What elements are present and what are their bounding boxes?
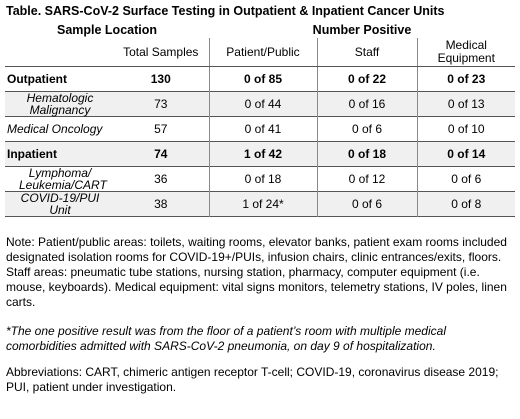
total-samples-header: Total Samples	[113, 38, 209, 67]
note-paragraph: Note: Patient/public areas: toilets, wai…	[6, 235, 507, 309]
medical-equipment-cell: 0 of 6	[416, 166, 515, 192]
patient-public-cell: 0 of 85	[208, 66, 317, 92]
column-header-row: Total Samples Patient/Public Staff Medic…	[5, 38, 515, 67]
number-positive-header: Number Positive	[312, 23, 412, 37]
table-title: Table. SARS-CoV-2 Surface Testing in Out…	[6, 4, 445, 18]
total-samples-cell: 130	[150, 72, 171, 86]
medical-equipment-cell: 0 of 14	[416, 141, 515, 167]
medical-equipment-cell: 0 of 10	[416, 116, 515, 142]
staff-cell: 0 of 16	[316, 91, 417, 117]
total-samples-cell: 74	[113, 141, 209, 167]
patient-public-cell: 1 of 24*	[208, 191, 317, 217]
group-header-row: Sample Location Number Positive	[5, 22, 515, 38]
row-label: Medical Oncology	[7, 122, 103, 136]
staff-cell: 0 of 6	[316, 116, 417, 142]
total-samples-cell: 36	[154, 172, 168, 186]
total-samples-cell: 38	[113, 191, 209, 217]
medical-equipment-header: Medical Equipment	[416, 38, 515, 67]
medical-equipment-cell: 0 of 8	[416, 191, 515, 217]
row-label-text: COVID-19/PUI Unit	[20, 191, 100, 217]
staff-cell: 0 of 22	[316, 66, 417, 92]
table-notes: Note: Patient/public areas: toilets, wai…	[5, 235, 514, 395]
table-row-medical-oncology: Medical Oncology 57 0 of 41 0 of 6 0 of …	[5, 116, 515, 142]
table-row-outpatient: Outpatient 130 0 of 85 0 of 22 0 of 23	[5, 66, 515, 92]
row-label: Lymphoma/ Leukemia/CART	[5, 167, 113, 192]
row-label: Hematologic Malignancy	[5, 91, 113, 117]
abbreviations-paragraph: Abbreviations: CART, chimeric antigen re…	[6, 365, 499, 394]
patient-public-cell: 0 of 18	[208, 166, 317, 192]
total-samples-cell: 73	[113, 91, 209, 117]
row-label: COVID-19/PUI Unit	[5, 191, 113, 217]
table-row-hematologic: Hematologic Malignancy 73 0 of 44 0 of 1…	[5, 91, 515, 117]
patient-public-cell: 0 of 44	[208, 91, 317, 117]
staff-cell: 0 of 6	[316, 191, 417, 217]
table-row-covid-pui: COVID-19/PUI Unit 38 1 of 24* 0 of 6 0 o…	[5, 191, 515, 217]
staff-header: Staff	[316, 38, 417, 67]
medical-equipment-cell: 0 of 23	[416, 66, 515, 92]
staff-cell: 0 of 18	[316, 141, 417, 167]
total-samples-cell: 57	[154, 122, 168, 136]
row-label: Outpatient	[7, 72, 67, 86]
patient-public-header: Patient/Public	[208, 38, 317, 67]
row-label: Inpatient	[5, 141, 113, 167]
row-label-text: Lymphoma/ Leukemia/CART	[19, 166, 107, 192]
row-label-text: Hematologic Malignancy	[26, 91, 94, 117]
surface-testing-table: Sample Location Number Positive Total Sa…	[5, 22, 515, 217]
footnote-paragraph: *The one positive result was from the fl…	[6, 324, 446, 353]
patient-public-cell: 1 of 42	[208, 141, 317, 167]
location-column-header	[5, 38, 113, 67]
sample-location-header: Sample Location	[56, 23, 158, 37]
table-row-inpatient: Inpatient 74 1 of 42 0 of 18 0 of 14	[5, 141, 515, 167]
patient-public-cell: 0 of 41	[208, 116, 317, 142]
staff-cell: 0 of 12	[316, 166, 417, 192]
table-row-lymphoma: Lymphoma/ Leukemia/CART 36 0 of 18 0 of …	[5, 166, 515, 192]
medical-equipment-cell: 0 of 13	[416, 91, 515, 117]
